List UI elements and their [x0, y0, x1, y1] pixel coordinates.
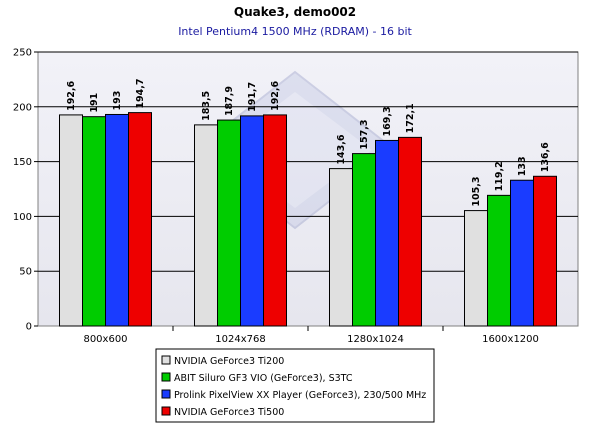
- data-label: 187,9: [224, 86, 235, 116]
- bar: [487, 194, 511, 327]
- bar: [510, 179, 534, 327]
- legend-swatch: [161, 372, 171, 382]
- data-label: 133: [517, 156, 528, 176]
- bar: [533, 175, 557, 327]
- data-label: 194,7: [135, 79, 146, 109]
- data-label: 119,2: [494, 161, 505, 191]
- data-label: 192,6: [66, 80, 77, 110]
- legend: NVIDIA GeForce3 Ti200 ABIT Siluro GF3 VIO…: [155, 348, 435, 423]
- data-label: 172,1: [405, 103, 416, 133]
- legend-swatch: [161, 355, 171, 365]
- x-tick-label: 1024x768: [215, 334, 265, 345]
- data-label: 143,6: [336, 134, 347, 164]
- bar: [82, 116, 106, 327]
- legend-label: NVIDIA GeForce3 Ti200: [174, 356, 284, 367]
- data-label: 105,3: [471, 177, 482, 207]
- data-label: 157,3: [359, 120, 370, 150]
- data-label: 183,5: [201, 91, 212, 121]
- legend-swatch: [161, 389, 171, 399]
- x-tick-label: 800x600: [83, 334, 127, 345]
- bar: [105, 113, 129, 327]
- bar: [398, 136, 422, 327]
- chart-title: Quake3, demo002: [234, 5, 356, 19]
- data-label: 136,6: [540, 142, 551, 172]
- bar: [240, 115, 264, 327]
- y-tick-label: 100: [13, 212, 32, 223]
- bar: [263, 114, 287, 327]
- bar: [217, 119, 241, 327]
- x-axis: 800x600 1024x768 1280x1024 1600x1200: [83, 326, 539, 345]
- data-label: 192,6: [270, 80, 281, 110]
- legend-label: ABIT Siluro GF3 VIO (GeForce3), S3TC: [174, 373, 353, 384]
- bars: [59, 112, 557, 327]
- y-tick-label: 0: [26, 322, 32, 333]
- data-labels: 192,6 191 193 194,7 183,5 187,9 191,7 192,6 143,…: [66, 79, 551, 207]
- legend-label: NVIDIA GeForce3 Ti500: [174, 407, 284, 418]
- legend-label: Prolink PixelView XX Player (GeForce3), …: [174, 390, 426, 401]
- legend-box: [155, 348, 435, 423]
- data-label: 169,3: [382, 106, 393, 136]
- x-tick-label: 1280x1024: [347, 334, 404, 345]
- bar: [375, 139, 399, 327]
- bar: [194, 124, 218, 327]
- chart-subtitle: Intel Pentium4 1500 MHz (RDRAM) - 16 bit: [178, 25, 412, 38]
- y-tick-label: 250: [13, 48, 32, 59]
- x-tick-label: 1600x1200: [482, 334, 539, 345]
- bar: [128, 112, 152, 327]
- bar: [329, 168, 353, 327]
- bar: [59, 114, 83, 327]
- y-tick-label: 200: [13, 102, 32, 113]
- bar: [464, 210, 488, 327]
- y-axis: 0 50 100 150 200 250: [13, 48, 38, 333]
- y-tick-label: 150: [13, 157, 32, 168]
- legend-swatch: [161, 406, 171, 416]
- y-tick-label: 50: [19, 267, 32, 278]
- bar: [352, 153, 376, 327]
- data-label: 191: [89, 93, 100, 113]
- data-label: 193: [112, 91, 123, 111]
- data-label: 191,7: [247, 82, 258, 112]
